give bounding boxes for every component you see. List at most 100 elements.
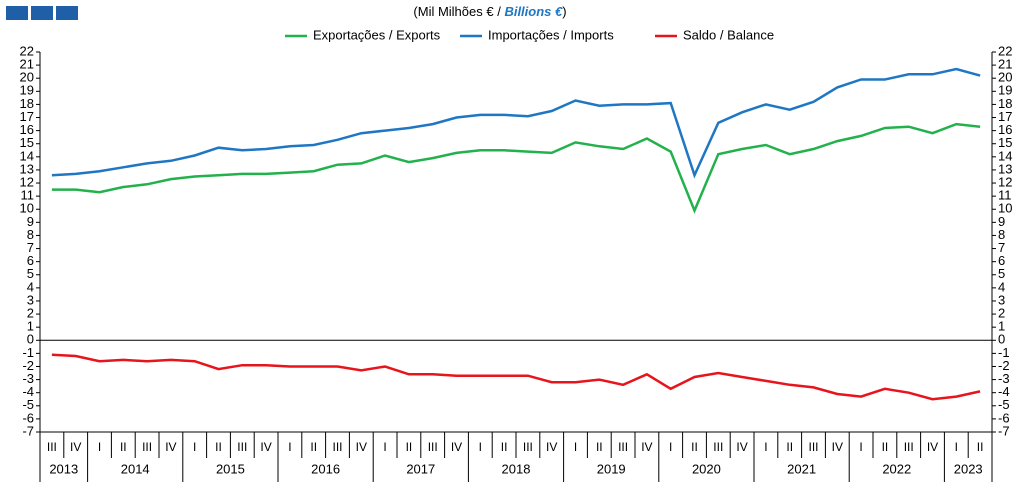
y-tick-label: 22 [20, 43, 34, 58]
y-tick-label-right: 15 [998, 135, 1012, 150]
year-label: 2016 [311, 461, 340, 476]
x-tick-label: III [713, 440, 723, 454]
x-tick-label: IV [736, 440, 747, 454]
x-tick-label: III [47, 440, 57, 454]
y-tick-label-right: 20 [998, 70, 1012, 85]
y-tick-label: 19 [20, 83, 34, 98]
logo-block [31, 6, 53, 20]
x-tick-label: IV [832, 440, 843, 454]
y-tick-label-right: 10 [998, 201, 1012, 216]
year-label: 2019 [597, 461, 626, 476]
x-tick-label: I [669, 440, 672, 454]
logo-block [6, 6, 28, 20]
y-tick-label: 18 [20, 96, 34, 111]
x-tick-label: III [808, 440, 818, 454]
title-en: Billions € [504, 4, 563, 19]
x-tick-label: III [332, 440, 342, 454]
year-label: 2021 [787, 461, 816, 476]
x-tick-label: IV [70, 440, 81, 454]
y-tick-label: 14 [20, 148, 34, 163]
y-tick-label-right: -1 [998, 345, 1010, 360]
x-tick-label: I [955, 440, 958, 454]
y-tick-label-right: 7 [998, 240, 1005, 255]
y-tick-label-right: 11 [998, 188, 1012, 203]
x-tick-label: II [786, 440, 793, 454]
y-tick-label-right: 8 [998, 227, 1005, 242]
y-tick-label: 2 [27, 306, 34, 321]
x-tick-label: I [764, 440, 767, 454]
y-tick-label: -3 [22, 371, 34, 386]
x-tick-label: IV [165, 440, 176, 454]
y-tick-label-right: 21 [998, 57, 1012, 72]
year-label: 2023 [954, 461, 983, 476]
y-tick-label: 16 [20, 122, 34, 137]
y-tick-label-right: 13 [998, 161, 1012, 176]
y-tick-label: 10 [20, 201, 34, 216]
x-tick-label: II [882, 440, 889, 454]
y-tick-label-right: 0 [998, 332, 1005, 347]
year-label: 2013 [49, 461, 78, 476]
x-tick-label: I [193, 440, 196, 454]
x-tick-label: III [523, 440, 533, 454]
x-tick-label: IV [546, 440, 557, 454]
y-tick-label: 4 [27, 279, 34, 294]
chart-title: (Mil Milhões € / Billions €) [413, 4, 566, 19]
title-end: ) [562, 4, 566, 19]
y-tick-label: -1 [22, 345, 34, 360]
y-tick-label: 0 [27, 332, 34, 347]
y-tick-label-right: 4 [998, 279, 1005, 294]
x-tick-label: I [288, 440, 291, 454]
y-tick-label: 1 [27, 319, 34, 334]
y-tick-label: 12 [20, 174, 34, 189]
x-tick-label: II [120, 440, 127, 454]
x-tick-label: III [142, 440, 152, 454]
y-tick-label-right: 14 [998, 148, 1012, 163]
x-tick-label: II [215, 440, 222, 454]
y-tick-label-right: -3 [998, 371, 1010, 386]
x-tick-label: IV [356, 440, 367, 454]
y-tick-label: -5 [22, 397, 34, 412]
year-label: 2014 [121, 461, 150, 476]
legend-label: Exportações / Exports [313, 27, 441, 42]
x-tick-label: I [383, 440, 386, 454]
x-tick-label: III [428, 440, 438, 454]
year-label: 2020 [692, 461, 721, 476]
x-tick-label: I [98, 440, 101, 454]
year-label: 2022 [882, 461, 911, 476]
y-tick-label: 8 [27, 227, 34, 242]
y-tick-label-right: -5 [998, 397, 1010, 412]
series-line [51, 122, 981, 214]
y-tick-label: 15 [20, 135, 34, 150]
x-tick-label: I [479, 440, 482, 454]
y-tick-label-right: 9 [998, 214, 1005, 229]
legend-label: Importações / Imports [488, 27, 614, 42]
y-tick-label: 7 [27, 240, 34, 255]
year-label: 2018 [502, 461, 531, 476]
x-tick-label: III [237, 440, 247, 454]
y-tick-label-right: 19 [998, 83, 1012, 98]
y-tick-label: -2 [22, 358, 34, 373]
y-tick-label: 17 [20, 109, 34, 124]
y-tick-label: -4 [22, 384, 34, 399]
series-line [51, 67, 981, 179]
year-label: 2017 [406, 461, 435, 476]
y-tick-label-right: 6 [998, 253, 1005, 268]
x-tick-label: I [859, 440, 862, 454]
y-tick-label-right: 17 [998, 109, 1012, 124]
y-tick-label-right: -2 [998, 358, 1010, 373]
y-tick-label-right: 2 [998, 306, 1005, 321]
y-tick-label: 5 [27, 266, 34, 281]
y-tick-label: 21 [20, 57, 34, 72]
y-tick-label-right: -4 [998, 384, 1010, 399]
x-tick-label: III [618, 440, 628, 454]
logo-block [56, 6, 78, 20]
year-label: 2015 [216, 461, 245, 476]
x-tick-label: IV [260, 440, 271, 454]
y-tick-label-right: -6 [998, 410, 1010, 425]
y-tick-label-right: 22 [998, 43, 1012, 58]
y-tick-label: 6 [27, 253, 34, 268]
y-tick-label: -7 [22, 423, 34, 438]
y-tick-label: 20 [20, 70, 34, 85]
legend-label: Saldo / Balance [683, 27, 774, 42]
